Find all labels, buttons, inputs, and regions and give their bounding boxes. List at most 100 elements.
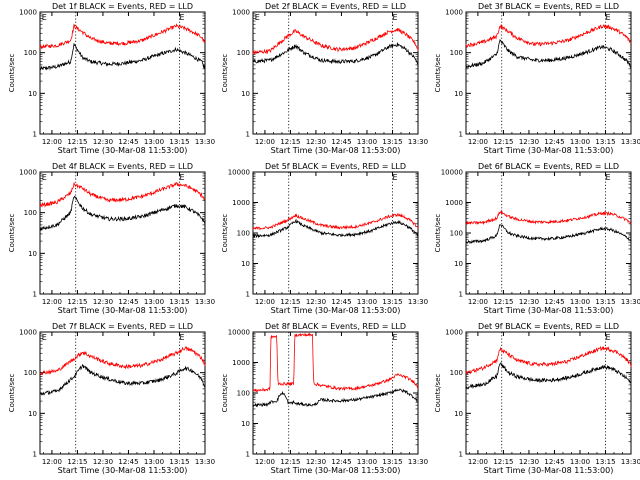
x-tick-label: 13:30: [195, 138, 215, 146]
x-tick-label: 13:15: [169, 458, 189, 466]
x-tick-label: 12:15: [280, 138, 300, 146]
x-tick-label: 13:30: [195, 458, 215, 466]
events-rate-line: [465, 361, 632, 390]
panel-title: Det 4f BLACK = Events, RED = LLD: [52, 162, 193, 171]
x-tick-label: 12:45: [331, 138, 351, 146]
x-tick-label: 12:15: [493, 298, 513, 306]
x-tick-label: 13:00: [144, 138, 164, 146]
x-axis-label: Start Time (30-Mar-08 11:53:00): [484, 146, 614, 155]
event-marker-label: E: [392, 333, 397, 342]
x-tick-label: 12:45: [331, 458, 351, 466]
y-tick-label: 10: [28, 250, 37, 258]
detector-panel: Det 6f BLACK = Events, RED = LLD Counts/s…: [434, 162, 640, 315]
x-tick-label: 13:00: [144, 298, 164, 306]
x-axis-label: Start Time (30-Mar-08 11:53:00): [271, 466, 401, 475]
event-marker-label: E: [179, 173, 184, 182]
y-tick-label: 100: [24, 49, 37, 57]
x-tick-label: 12:30: [93, 298, 113, 306]
event-marker-label: E: [42, 333, 47, 342]
panel-title: Det 1f BLACK = Events, RED = LLD: [52, 2, 193, 11]
plot-frame: [39, 11, 206, 135]
events-rate-line: [39, 195, 206, 232]
event-marker-label: E: [605, 173, 610, 182]
plot-frame: [465, 11, 632, 135]
lld-rate-line: [39, 346, 206, 376]
lld-rate-line: [39, 23, 206, 50]
x-tick-label: 13:30: [621, 138, 640, 146]
y-tick-label: 1000: [19, 169, 37, 177]
y-axis-label: Counts/sec: [221, 214, 229, 253]
events-rate-line: [465, 224, 632, 245]
events-rate-line: [252, 388, 419, 408]
x-tick-label: 13:30: [408, 458, 428, 466]
x-tick-label: 12:00: [255, 458, 275, 466]
y-tick-label: 1: [246, 131, 250, 139]
x-tick-label: 12:15: [67, 458, 87, 466]
x-tick-label: 13:30: [408, 298, 428, 306]
panel-title: Det 7f BLACK = Events, RED = LLD: [52, 322, 193, 331]
detector-panel: Det 2f BLACK = Events, RED = LLD Counts/s…: [221, 2, 428, 155]
plot-frame: [39, 331, 206, 455]
y-tick-label: 100: [24, 369, 37, 377]
x-tick-label: 12:15: [67, 138, 87, 146]
x-tick-label: 12:15: [493, 138, 513, 146]
x-tick-label: 12:30: [519, 458, 539, 466]
y-tick-label: 1000: [19, 9, 37, 17]
y-tick-label: 1: [33, 291, 37, 299]
x-axis-label: Start Time (30-Mar-08 11:53:00): [484, 466, 614, 475]
y-tick-label: 1: [459, 451, 463, 459]
x-tick-label: 13:30: [195, 298, 215, 306]
y-tick-label: 1: [459, 291, 463, 299]
lld-rate-line: [252, 212, 419, 231]
y-tick-label: 10: [454, 90, 463, 98]
y-tick-label: 1: [33, 131, 37, 139]
x-tick-label: 12:45: [544, 138, 564, 146]
y-tick-label: 10: [241, 260, 250, 268]
event-marker-label: E: [392, 173, 397, 182]
x-tick-label: 13:30: [408, 138, 428, 146]
y-tick-label: 10: [241, 420, 250, 428]
y-tick-label: 10: [454, 260, 463, 268]
x-tick-label: 12:30: [519, 138, 539, 146]
panel-title: Det 6f BLACK = Events, RED = LLD: [478, 162, 619, 171]
y-tick-label: 10: [28, 410, 37, 418]
y-axis-label: Counts/sec: [8, 374, 16, 413]
x-tick-label: 12:30: [93, 138, 113, 146]
x-axis-label: Start Time (30-Mar-08 11:53:00): [58, 306, 188, 315]
y-tick-label: 100: [450, 230, 463, 238]
panel-title: Det 9f BLACK = Events, RED = LLD: [478, 322, 619, 331]
y-tick-label: 10: [28, 90, 37, 98]
x-axis-label: Start Time (30-Mar-08 11:53:00): [58, 466, 188, 475]
y-tick-label: 10: [241, 90, 250, 98]
plot-frame: [39, 171, 206, 295]
x-tick-label: 12:45: [118, 298, 138, 306]
y-tick-label: 10000: [228, 329, 250, 337]
lld-rate-line: [465, 345, 632, 375]
y-tick-label: 10000: [228, 169, 250, 177]
lld-rate-line: [39, 181, 206, 208]
y-axis-label: Counts/sec: [434, 214, 442, 253]
x-axis-label: Start Time (30-Mar-08 11:53:00): [484, 306, 614, 315]
events-rate-line: [39, 43, 206, 71]
y-tick-label: 1000: [232, 9, 250, 17]
panel-title: Det 3f BLACK = Events, RED = LLD: [478, 2, 619, 11]
y-tick-label: 100: [237, 49, 250, 57]
x-tick-label: 12:45: [118, 138, 138, 146]
events-rate-line: [252, 218, 419, 239]
y-tick-label: 1: [33, 451, 37, 459]
y-tick-label: 10000: [441, 169, 463, 177]
y-tick-label: 1: [459, 131, 463, 139]
x-tick-label: 13:00: [357, 298, 377, 306]
x-tick-label: 12:00: [468, 458, 488, 466]
x-tick-label: 13:15: [595, 298, 615, 306]
x-tick-label: 13:15: [595, 458, 615, 466]
x-tick-label: 12:00: [255, 298, 275, 306]
x-tick-label: 12:30: [519, 298, 539, 306]
y-tick-label: 100: [237, 230, 250, 238]
x-tick-label: 12:30: [306, 298, 326, 306]
detector-panel: Det 5f BLACK = Events, RED = LLD Counts/s…: [221, 162, 428, 315]
lld-rate-line: [465, 23, 632, 48]
x-tick-label: 12:00: [42, 138, 62, 146]
y-tick-label: 1000: [232, 359, 250, 367]
x-tick-label: 13:00: [357, 138, 377, 146]
